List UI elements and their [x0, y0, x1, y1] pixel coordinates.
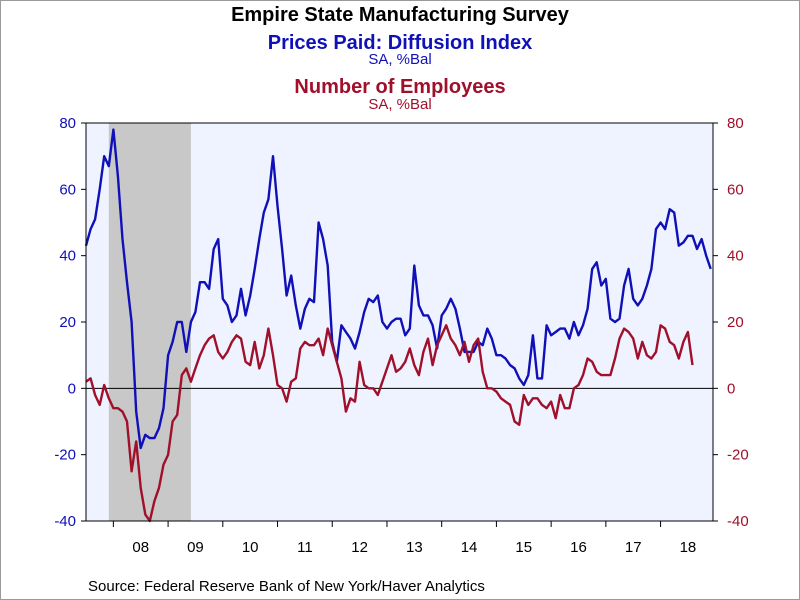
x-tick-label: 10 — [242, 539, 259, 556]
source-note: Source: Federal Reserve Bank of New York… — [88, 578, 485, 595]
y-left-tick-label: -40 — [54, 513, 76, 530]
y-right-tick-label: 60 — [727, 181, 744, 198]
x-tick-label: 17 — [625, 539, 642, 556]
prices-series-units: SA, %Bal — [368, 51, 432, 68]
prices-series-title: Prices Paid: Diffusion Index — [267, 32, 533, 54]
y-left-tick-label: 20 — [59, 314, 76, 331]
x-tick-label: 09 — [187, 539, 204, 556]
y-left-tick-label: 0 — [68, 380, 76, 397]
y-left-tick-label: 40 — [59, 248, 76, 265]
y-right-tick-label: -40 — [727, 513, 749, 530]
employees-line — [85, 324, 694, 523]
y-left-tick-label: -20 — [54, 447, 76, 464]
x-tick-label: 14 — [461, 539, 478, 556]
x-tick-label: 11 — [297, 539, 313, 556]
y-left-tick-label: 80 — [59, 115, 76, 132]
y-right-tick-label: 40 — [727, 248, 744, 265]
y-right-tick-label: -20 — [727, 447, 749, 464]
y-left-tick-label: 60 — [59, 181, 76, 198]
x-tick-label: 12 — [351, 539, 368, 556]
x-tick-label: 08 — [132, 539, 149, 556]
chart-title: Empire State Manufacturing Survey — [231, 4, 569, 26]
prices-paid-line — [84, 128, 712, 450]
x-tick-label: 15 — [515, 539, 532, 556]
x-tick-label: 16 — [570, 539, 587, 556]
employees-series-units: SA, %Bal — [368, 96, 432, 113]
x-tick-label: 13 — [406, 539, 423, 556]
y-right-tick-label: 20 — [727, 314, 744, 331]
y-right-tick-label: 0 — [727, 380, 735, 397]
y-right-tick-label: 80 — [727, 115, 744, 132]
x-tick-label: 18 — [680, 539, 697, 556]
employees-series-title: Number of Employees — [294, 76, 506, 98]
